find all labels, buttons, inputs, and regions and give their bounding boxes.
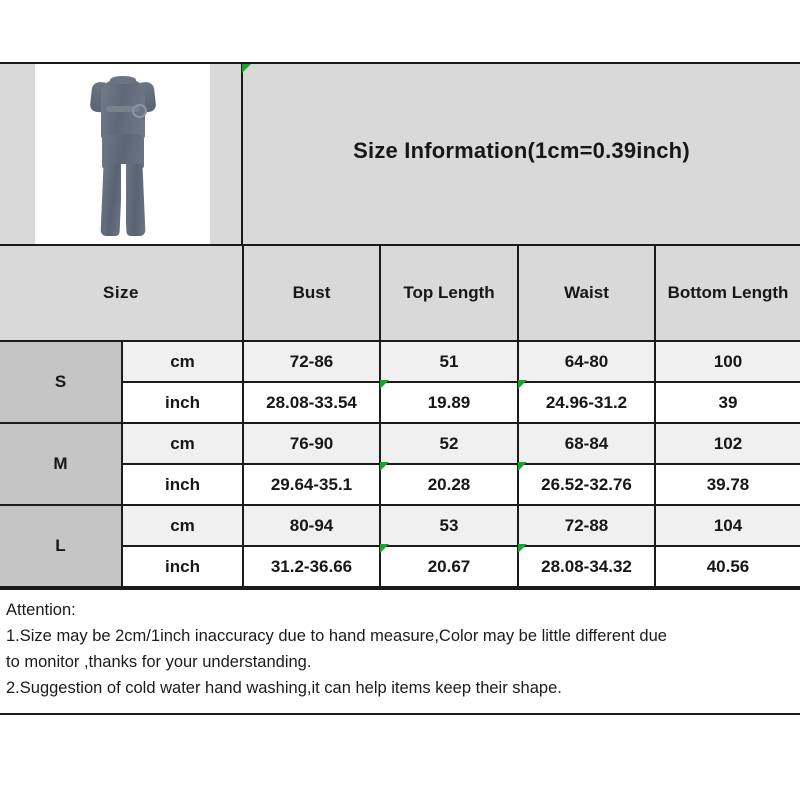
cell-m-inch-bust: 29.64-35.1 bbox=[242, 463, 381, 506]
table-row: inch 28.08-33.54 19.89 24.96-31.2 39 bbox=[0, 381, 800, 424]
cell-s-cm-waist: 64-80 bbox=[517, 340, 656, 383]
garment-left-leg bbox=[99, 164, 123, 236]
product-photo bbox=[35, 64, 210, 244]
size-label-l: L bbox=[0, 504, 123, 588]
attention-line-3: 2.Suggestion of cold water hand washing,… bbox=[6, 679, 562, 697]
product-image-cell bbox=[0, 64, 251, 244]
column-header-size: Size bbox=[0, 244, 244, 342]
attention-note: Attention: 1.Size may be 2cm/1inch inacc… bbox=[0, 588, 800, 713]
cell-l-inch-bust: 31.2-36.66 bbox=[242, 545, 381, 588]
cell-l-inch-top-length: 20.67 bbox=[379, 545, 519, 588]
table-row: L cm 80-94 53 72-88 104 bbox=[0, 504, 800, 588]
attention-line-2: to monitor ,thanks for your understandin… bbox=[6, 653, 312, 671]
table-row: S cm 72-86 51 64-80 100 bbox=[0, 340, 800, 424]
column-header-bottom-length: Bottom Length bbox=[654, 244, 800, 342]
size-table: Size Bust Top Length Waist Bottom Length… bbox=[0, 244, 800, 588]
table-header-row: Size Bust Top Length Waist Bottom Length bbox=[0, 244, 800, 342]
size-chart-table-container: Size Information(1cm=0.39inch) Size Bust… bbox=[0, 62, 800, 715]
unit-label-cm: cm bbox=[121, 340, 244, 383]
garment-right-leg bbox=[122, 164, 146, 236]
attention-line-1: 1.Size may be 2cm/1inch inaccuracy due t… bbox=[6, 627, 667, 645]
garment-leg-gap bbox=[120, 164, 126, 230]
chart-banner: Size Information(1cm=0.39inch) bbox=[0, 64, 800, 244]
cell-l-cm-waist: 72-88 bbox=[517, 504, 656, 547]
cell-m-cm-waist: 68-84 bbox=[517, 422, 656, 465]
table-row: M cm 76-90 52 68-84 102 bbox=[0, 422, 800, 506]
cell-l-inch-bottom-length: 40.56 bbox=[654, 545, 800, 588]
cell-m-inch-waist: 26.52-32.76 bbox=[517, 463, 656, 506]
column-header-top-length: Top Length bbox=[379, 244, 519, 342]
table-row: inch 31.2-36.66 20.67 28.08-34.32 40.56 bbox=[0, 545, 800, 588]
page-title: Size Information(1cm=0.39inch) bbox=[353, 138, 690, 163]
garment-neckline bbox=[109, 76, 136, 84]
cell-m-cm-top-length: 52 bbox=[379, 422, 519, 465]
unit-label-inch: inch bbox=[122, 463, 244, 506]
attention-heading: Attention: bbox=[6, 601, 76, 619]
chart-title-cell: Size Information(1cm=0.39inch) bbox=[243, 64, 800, 244]
cell-s-inch-bust: 28.08-33.54 bbox=[242, 381, 381, 424]
cell-m-inch-bottom-length: 39.78 bbox=[654, 463, 800, 506]
cell-m-cm-bust: 76-90 bbox=[242, 422, 381, 465]
garment-illustration-icon bbox=[80, 72, 166, 238]
column-header-bust: Bust bbox=[242, 244, 381, 342]
cell-l-inch-waist: 28.08-34.32 bbox=[517, 545, 656, 588]
cell-s-inch-waist: 24.96-31.2 bbox=[517, 381, 656, 424]
unit-label-inch: inch bbox=[122, 381, 244, 424]
size-label-m: M bbox=[0, 422, 123, 506]
cell-s-inch-top-length: 19.89 bbox=[379, 381, 519, 424]
cell-s-cm-bust: 72-86 bbox=[242, 340, 381, 383]
cell-l-cm-bust: 80-94 bbox=[242, 504, 381, 547]
cell-m-cm-bottom-length: 102 bbox=[654, 422, 800, 465]
garment-belt bbox=[105, 106, 140, 112]
cell-s-inch-bottom-length: 39 bbox=[654, 381, 800, 424]
cell-l-cm-bottom-length: 104 bbox=[654, 504, 800, 547]
cell-l-cm-top-length: 53 bbox=[379, 504, 519, 547]
cell-s-cm-bottom-length: 100 bbox=[654, 340, 800, 383]
cell-m-inch-top-length: 20.28 bbox=[379, 463, 519, 506]
column-header-waist: Waist bbox=[517, 244, 656, 342]
unit-label-inch: inch bbox=[122, 545, 244, 588]
cell-s-cm-top-length: 51 bbox=[379, 340, 519, 383]
unit-label-cm: cm bbox=[121, 504, 244, 547]
table-row: inch 29.64-35.1 20.28 26.52-32.76 39.78 bbox=[0, 463, 800, 506]
unit-label-cm: cm bbox=[121, 422, 244, 465]
garment-buckle bbox=[131, 104, 147, 118]
garment-hip bbox=[101, 134, 144, 168]
size-label-s: S bbox=[0, 340, 123, 424]
